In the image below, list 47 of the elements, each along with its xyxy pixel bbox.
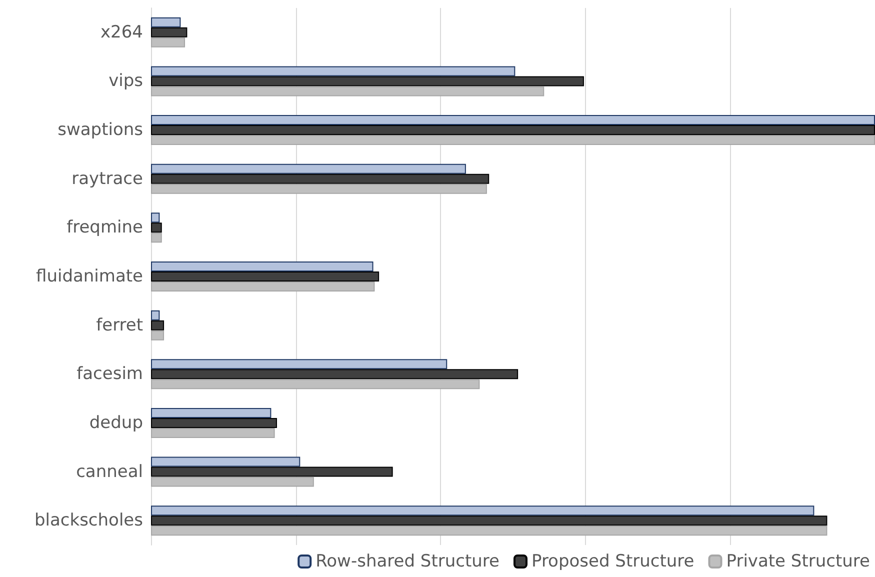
- bar: [151, 408, 272, 418]
- y-tick-label: facesim: [76, 364, 143, 384]
- bar: [151, 369, 518, 380]
- y-tick-label: ferret: [96, 315, 144, 336]
- bar: [151, 262, 374, 272]
- y-tick-label: canneal: [76, 462, 143, 482]
- bar: [151, 164, 466, 174]
- bar: [151, 272, 380, 282]
- y-tick-label: freqmine: [66, 218, 143, 238]
- bar: [151, 17, 181, 28]
- bar: [151, 466, 393, 477]
- bar: [151, 184, 487, 194]
- bar: [151, 418, 277, 428]
- bar: [151, 232, 162, 243]
- bar: [151, 456, 300, 467]
- bar: [151, 379, 480, 390]
- bar: [151, 27, 188, 38]
- y-tick-label: x264: [100, 22, 143, 42]
- bar: [151, 222, 162, 233]
- y-tick-label: vips: [108, 71, 144, 92]
- bar: [151, 115, 875, 126]
- bar: [151, 135, 875, 146]
- y-tick-label: raytrace: [72, 168, 143, 189]
- bar: [151, 125, 875, 136]
- bar: [151, 310, 160, 320]
- bar: [151, 359, 448, 370]
- bar: [151, 212, 160, 223]
- bar: [151, 320, 164, 330]
- bar: [151, 37, 186, 48]
- legend-label: Row-shared Structure: [316, 552, 500, 572]
- bar: [151, 516, 828, 526]
- bar: [151, 330, 164, 340]
- bar: [151, 86, 544, 96]
- bar: [151, 476, 314, 487]
- legend-label: Private Structure: [726, 552, 870, 572]
- legend-label: Proposed Structure: [531, 552, 694, 572]
- y-tick-label: fluidanimate: [36, 266, 143, 286]
- y-tick-label: blackscholes: [34, 510, 144, 531]
- bar: [151, 174, 490, 184]
- y-tick-label: dedup: [89, 412, 143, 433]
- y-tick-label: swaptions: [58, 120, 144, 140]
- bar: [151, 506, 814, 516]
- bar: [151, 282, 375, 292]
- bar: [151, 66, 516, 76]
- bar: [151, 76, 584, 86]
- bar: [151, 526, 828, 536]
- bar: [151, 428, 275, 438]
